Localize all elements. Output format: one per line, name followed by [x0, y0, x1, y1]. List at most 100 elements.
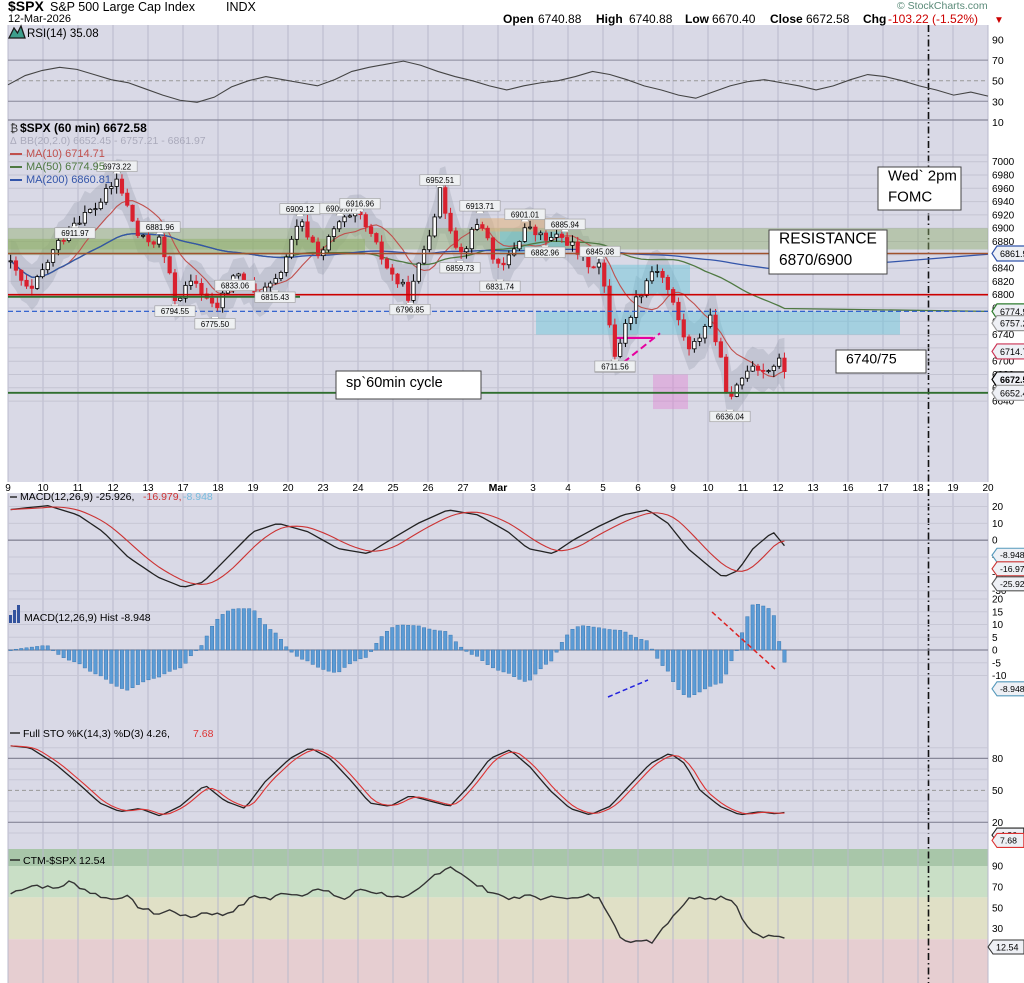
- svg-text:24: 24: [352, 483, 364, 494]
- svg-text:RESISTANCE: RESISTANCE: [779, 231, 877, 248]
- svg-text:BB(20,2.0) 6652.45 - 6757.21 -: BB(20,2.0) 6652.45 - 6757.21 - 6861.97: [20, 135, 206, 147]
- svg-text:6820: 6820: [992, 277, 1015, 288]
- svg-text:-25.926: -25.926: [1000, 579, 1024, 589]
- svg-text:6672.58: 6672.58: [1000, 375, 1024, 385]
- svg-text:50: 50: [992, 903, 1004, 914]
- svg-text:90: 90: [992, 35, 1004, 47]
- svg-text:6711.56: 6711.56: [601, 362, 629, 371]
- svg-text:15: 15: [992, 607, 1004, 618]
- svg-text:$SPX: $SPX: [8, 0, 44, 14]
- svg-text:7000: 7000: [992, 157, 1015, 168]
- svg-text:-103.22 (-1.52%): -103.22 (-1.52%): [888, 12, 978, 26]
- svg-text:6885.94: 6885.94: [551, 220, 580, 229]
- svg-text:20: 20: [992, 595, 1004, 606]
- svg-text:50: 50: [992, 76, 1004, 88]
- svg-text:19: 19: [247, 483, 259, 494]
- svg-text:INDX: INDX: [226, 0, 257, 14]
- svg-text:13: 13: [807, 483, 819, 494]
- svg-text:RSI(14) 35.08: RSI(14) 35.08: [27, 28, 99, 40]
- svg-text:20: 20: [982, 483, 994, 494]
- svg-text:12: 12: [772, 483, 784, 494]
- svg-text:6831.74: 6831.74: [486, 282, 515, 291]
- svg-text:23: 23: [317, 483, 329, 494]
- svg-text:9: 9: [670, 483, 676, 494]
- svg-text:6881.96: 6881.96: [146, 223, 174, 232]
- svg-text:sp`60min cycle: sp`60min cycle: [346, 375, 443, 391]
- svg-text:MA(200) 6860.81: MA(200) 6860.81: [26, 174, 111, 186]
- svg-text:6960: 6960: [992, 184, 1015, 195]
- svg-text:Full STO %K(14,3) %D(3) 4.26,: Full STO %K(14,3) %D(3) 4.26,: [23, 728, 170, 740]
- svg-text:10: 10: [702, 483, 714, 494]
- svg-text:6909.12: 6909.12: [286, 205, 314, 214]
- svg-text:6861.97: 6861.97: [1000, 249, 1024, 259]
- svg-text:▼: ▼: [994, 15, 1004, 26]
- svg-text:7.68: 7.68: [1000, 835, 1017, 845]
- svg-text:Open: Open: [503, 12, 534, 26]
- svg-text:Wed` 2pm: Wed` 2pm: [888, 167, 957, 184]
- svg-text:20: 20: [992, 818, 1004, 829]
- svg-text:6952.51: 6952.51: [426, 176, 454, 185]
- svg-text:6672.58: 6672.58: [806, 12, 850, 26]
- svg-text:0: 0: [992, 646, 998, 657]
- svg-text:0: 0: [992, 536, 998, 547]
- svg-text:-10: -10: [992, 671, 1007, 682]
- svg-text:3: 3: [530, 483, 536, 494]
- svg-text:6740.88: 6740.88: [538, 12, 582, 26]
- svg-text:11: 11: [738, 483, 749, 494]
- svg-text:10: 10: [992, 620, 1004, 631]
- svg-text:7.68: 7.68: [193, 728, 214, 740]
- svg-text:19: 19: [947, 483, 959, 494]
- svg-text:6901.01: 6901.01: [511, 210, 539, 219]
- svg-text:S&P 500 Large Cap Index: S&P 500 Large Cap Index: [50, 0, 196, 14]
- svg-text:10: 10: [992, 519, 1004, 530]
- svg-text:© StockCharts.com: © StockCharts.com: [897, 0, 988, 12]
- svg-text:MACD(12,26,9) -25.926,: MACD(12,26,9) -25.926,: [20, 491, 134, 503]
- svg-text:70: 70: [992, 882, 1004, 893]
- svg-text:6815.43: 6815.43: [261, 293, 289, 302]
- svg-text:MA(10) 6714.71: MA(10) 6714.71: [26, 148, 105, 160]
- svg-text:25: 25: [387, 483, 399, 494]
- svg-text:6920: 6920: [992, 210, 1015, 221]
- svg-text:FOMC: FOMC: [888, 188, 932, 205]
- svg-text:18: 18: [912, 483, 924, 494]
- svg-text:4: 4: [565, 483, 571, 494]
- svg-text:Close: Close: [770, 12, 803, 26]
- svg-text:MA(50) 6774.95: MA(50) 6774.95: [26, 161, 105, 173]
- svg-text:High: High: [596, 12, 623, 26]
- svg-text:6845.08: 6845.08: [586, 248, 614, 257]
- svg-text:20: 20: [992, 502, 1004, 513]
- svg-text:-8.948: -8.948: [183, 491, 213, 503]
- svg-text:6800: 6800: [992, 290, 1015, 301]
- svg-text:30: 30: [992, 96, 1004, 108]
- svg-text:6636.04: 6636.04: [716, 413, 745, 422]
- svg-text:26: 26: [422, 483, 434, 494]
- svg-text:12.54: 12.54: [996, 942, 1019, 952]
- svg-text:$SPX (60 min) 6672.58: $SPX (60 min) 6672.58: [20, 121, 147, 135]
- svg-text:6740: 6740: [992, 330, 1015, 341]
- svg-text:5: 5: [992, 633, 998, 644]
- svg-text:5: 5: [600, 483, 606, 494]
- svg-text:70: 70: [992, 55, 1004, 67]
- svg-text:9: 9: [5, 483, 11, 494]
- svg-text:6796.85: 6796.85: [396, 306, 425, 315]
- svg-text:50: 50: [992, 786, 1004, 797]
- svg-text:₿: ₿: [10, 123, 18, 135]
- svg-text:18: 18: [212, 483, 224, 494]
- svg-text:6940: 6940: [992, 197, 1015, 208]
- svg-text:6740.88: 6740.88: [629, 12, 673, 26]
- svg-text:6757.21: 6757.21: [1000, 319, 1024, 329]
- svg-text:6840: 6840: [992, 264, 1015, 275]
- svg-text:6775.50: 6775.50: [201, 320, 230, 329]
- svg-text:CTM-$SPX 12.54: CTM-$SPX 12.54: [23, 855, 105, 867]
- svg-text:6652.45: 6652.45: [1000, 388, 1024, 398]
- svg-text:6740/75: 6740/75: [846, 350, 897, 366]
- svg-text:6911.97: 6911.97: [61, 229, 89, 238]
- svg-text:30: 30: [992, 924, 1004, 935]
- svg-text:6833.06: 6833.06: [221, 282, 249, 291]
- svg-text:20: 20: [282, 483, 294, 494]
- svg-text:MACD(12,26,9) Hist -8.948: MACD(12,26,9) Hist -8.948: [24, 612, 151, 624]
- svg-text:6870/6900: 6870/6900: [779, 252, 853, 269]
- svg-text:27: 27: [457, 483, 469, 494]
- svg-text:-8.948: -8.948: [1000, 684, 1024, 694]
- svg-text:-8.948: -8.948: [1000, 550, 1024, 560]
